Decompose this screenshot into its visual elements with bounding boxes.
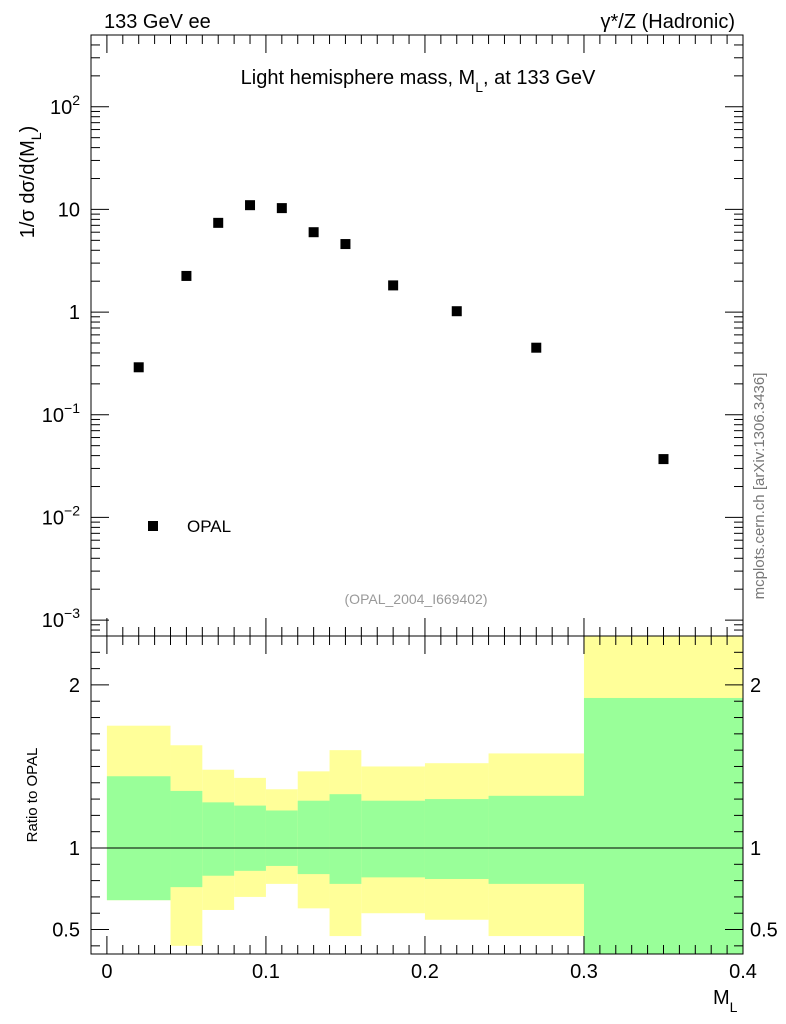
ratio-band-bin <box>106 776 171 901</box>
ratio-band-bin <box>170 790 203 888</box>
legend-marker <box>148 521 158 531</box>
main-y-tick-label: 10−1 <box>42 400 80 427</box>
data-point <box>340 239 351 250</box>
ratio-y-tick-label: 2 <box>69 675 80 697</box>
x-tick-label: 0.3 <box>570 961 598 983</box>
data-point <box>308 227 319 238</box>
main-y-tick-label: 10−2 <box>42 502 80 529</box>
main-y-axis-label: 1/σ dσ/d(ML) <box>17 126 44 239</box>
data-point <box>213 217 224 228</box>
main-y-tick-labels: 10−3 10−2 10−1 1 10 102 <box>42 92 80 632</box>
x-axis-label: ML <box>713 987 738 1015</box>
x-tick-label: 0.1 <box>252 961 280 983</box>
data-point <box>245 200 256 211</box>
x-tick-labels: 0 0.1 0.2 0.3 0.4 <box>101 961 757 983</box>
ratio-y-ticks <box>91 635 743 947</box>
ratio-band-bin <box>265 810 298 866</box>
ratio-y-axis-label: Ratio to OPAL <box>24 748 41 843</box>
main-y-tick-label: 10 <box>58 199 80 221</box>
ratio-band-bin <box>488 795 584 884</box>
main-x-ticks <box>106 35 744 636</box>
ratio-band-bin <box>202 802 235 876</box>
ratio-band-bin <box>297 800 330 875</box>
main-plot-title: Light hemisphere mass, ML, at 133 GeV <box>241 67 596 95</box>
ratio-y-tick-label-right: 2 <box>750 675 761 697</box>
ratio-uncertainty-bands <box>106 636 743 954</box>
main-plot-frame <box>90 34 744 637</box>
ratio-band-bin <box>361 800 425 878</box>
x-tick-label: 0.4 <box>729 961 757 983</box>
data-point <box>451 306 462 317</box>
ratio-band-bin <box>329 794 362 884</box>
data-point <box>276 203 287 214</box>
ratio-band-bin <box>583 697 743 954</box>
main-y-tick-label: 10−3 <box>42 605 80 632</box>
ratio-y-tick-label-right: 1 <box>750 838 761 860</box>
data-point <box>658 454 669 465</box>
analysis-reference: (OPAL_2004_I669402) <box>345 591 488 607</box>
x-tick-label: 0.2 <box>411 961 439 983</box>
header-right-label: γ*/Z (Hadronic) <box>601 11 735 33</box>
data-point <box>388 280 399 291</box>
data-point <box>531 342 542 353</box>
data-point <box>181 270 192 281</box>
x-tick-label: 0 <box>101 961 112 983</box>
main-y-tick-label: 1 <box>69 302 80 324</box>
data-point <box>133 362 144 373</box>
ratio-x-ticks <box>106 636 744 954</box>
main-panel: Light hemisphere mass, ML, at 133 GeV 1/… <box>17 34 744 637</box>
data-points <box>133 200 669 465</box>
ratio-band-bin <box>234 805 266 871</box>
ratio-band-bin <box>424 799 489 879</box>
ratio-plot-frame <box>90 635 744 955</box>
ratio-y-tick-labels-right: 0.5 1 2 <box>750 675 778 942</box>
side-label: mcplots.cern.ch [arXiv:1306.3436] <box>751 373 768 600</box>
main-y-tick-label: 102 <box>50 92 80 119</box>
main-y-ticks <box>91 34 743 637</box>
ratio-y-tick-label-right: 0.5 <box>750 920 778 942</box>
ratio-y-tick-label: 0.5 <box>52 920 80 942</box>
legend-label-opal: OPAL <box>187 517 231 536</box>
ratio-panel: 0.512 0.512 0 0.1 0.2 0.3 0.4 Ratio to OPAL … <box>24 635 778 1015</box>
ratio-y-tick-label: 1 <box>69 838 80 860</box>
ratio-y-tick-labels: 0.5 1 2 <box>52 675 80 942</box>
header-left-label: 133 GeV ee <box>104 11 211 33</box>
